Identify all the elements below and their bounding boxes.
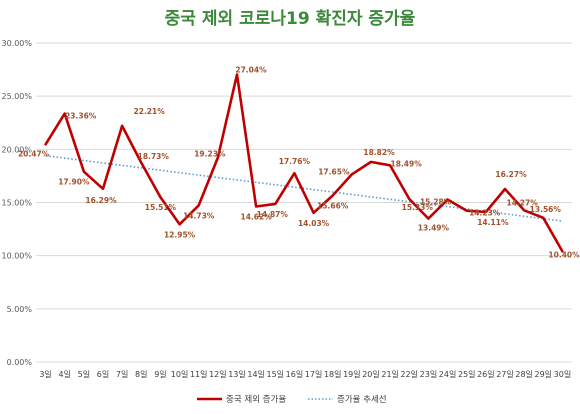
data-label: 14.03% xyxy=(298,219,330,228)
data-label: 15.28% xyxy=(420,198,452,207)
x-tick-label: 4일 xyxy=(58,370,70,379)
x-tick-label: 21일 xyxy=(381,370,399,379)
x-tick-label: 9일 xyxy=(154,370,166,379)
data-label: 13.49% xyxy=(418,224,450,233)
x-tick-label: 23일 xyxy=(420,370,438,379)
x-tick-label: 27일 xyxy=(496,370,514,379)
y-tick-label: 15.00% xyxy=(1,199,32,208)
x-tick-label: 7일 xyxy=(116,370,128,379)
x-tick-label: 20일 xyxy=(362,370,380,379)
x-tick-label: 25일 xyxy=(458,370,476,379)
legend-label-trend: 증가율 추세선 xyxy=(337,395,387,405)
x-tick-label: 19일 xyxy=(343,370,361,379)
y-tick-label: 30.00% xyxy=(1,39,32,48)
data-label: 13.56% xyxy=(530,205,562,214)
y-tick-label: 25.00% xyxy=(1,92,32,101)
legend: 중국 제외 증가율 증가율 추세선 xyxy=(197,394,387,405)
chart-title: 중국 제외 코로나19 확진자 증가율 xyxy=(165,9,416,29)
x-tick-label: 10일 xyxy=(171,370,189,379)
x-tick-label: 28일 xyxy=(515,370,533,379)
x-tick-label: 12일 xyxy=(209,370,227,379)
data-label: 12.95% xyxy=(164,230,196,239)
data-label: 14.27% xyxy=(507,198,539,207)
legend-label-series: 중국 제외 증가율 xyxy=(226,394,286,405)
x-tick-label: 30일 xyxy=(554,370,572,379)
x-tick-label: 15일 xyxy=(267,370,285,379)
data-label: 17.65% xyxy=(318,167,350,176)
data-label: 27.04% xyxy=(235,65,267,74)
y-tick-label: 10.00% xyxy=(1,252,32,261)
data-label: 14.62% xyxy=(241,213,273,222)
data-label: 15.33% xyxy=(402,203,434,212)
data-label: 14.73% xyxy=(183,211,215,220)
data-label: 14.23% xyxy=(469,209,501,218)
data-label: 18.82% xyxy=(363,148,395,157)
data-label: 23.36% xyxy=(65,112,97,121)
y-axis-ticks: 0.00% 5.00% 10.00% 15.00% 20.00% 25.00% 30.00% xyxy=(1,39,32,367)
x-tick-label: 22일 xyxy=(401,370,419,379)
data-label: 22.21% xyxy=(134,107,166,116)
data-label: 14.87% xyxy=(257,210,289,219)
data-labels: 20.47% 23.36% 17.90% 16.29% 22.21% 18.73% 15.5… xyxy=(18,65,580,259)
x-tick-label: 11일 xyxy=(190,370,208,379)
x-tick-label: 14일 xyxy=(247,370,265,379)
x-axis-ticks: 3일 4일 5일 6일 7일 8일 9일 10일 11일 12일 13일 14일 15일 16일 17일 18… xyxy=(39,370,571,379)
data-label: 19.23% xyxy=(194,150,226,159)
data-label: 18.49% xyxy=(391,159,423,168)
series-layer xyxy=(44,73,564,253)
series-line xyxy=(44,73,564,253)
x-tick-label: 3일 xyxy=(39,370,51,379)
x-tick-label: 17일 xyxy=(305,370,323,379)
x-tick-label: 5일 xyxy=(78,370,90,379)
data-label: 20.47% xyxy=(18,149,50,158)
x-tick-label: 18일 xyxy=(324,370,342,379)
x-tick-label: 16일 xyxy=(286,370,304,379)
x-tick-label: 13일 xyxy=(228,370,246,379)
data-label: 10.40% xyxy=(548,250,580,259)
x-tick-label: 24일 xyxy=(439,370,457,379)
y-tick-label: 5.00% xyxy=(7,305,33,314)
data-label: 16.29% xyxy=(85,196,117,205)
x-tick-label: 6일 xyxy=(97,370,109,379)
data-label: 18.73% xyxy=(138,152,170,161)
x-tick-label: 26일 xyxy=(477,370,495,379)
data-label: 15.66% xyxy=(317,201,349,210)
data-label: 16.27% xyxy=(495,170,527,179)
gridlines xyxy=(36,42,572,363)
data-label: 14.11% xyxy=(477,218,509,227)
data-label: 17.90% xyxy=(58,178,90,187)
data-label: 15.51% xyxy=(145,203,177,212)
y-tick-label: 20.00% xyxy=(1,145,32,154)
y-tick-label: 0.00% xyxy=(7,358,33,367)
data-label: 17.76% xyxy=(279,157,311,166)
x-tick-label: 8일 xyxy=(135,370,147,379)
x-tick-label: 29일 xyxy=(535,370,553,379)
